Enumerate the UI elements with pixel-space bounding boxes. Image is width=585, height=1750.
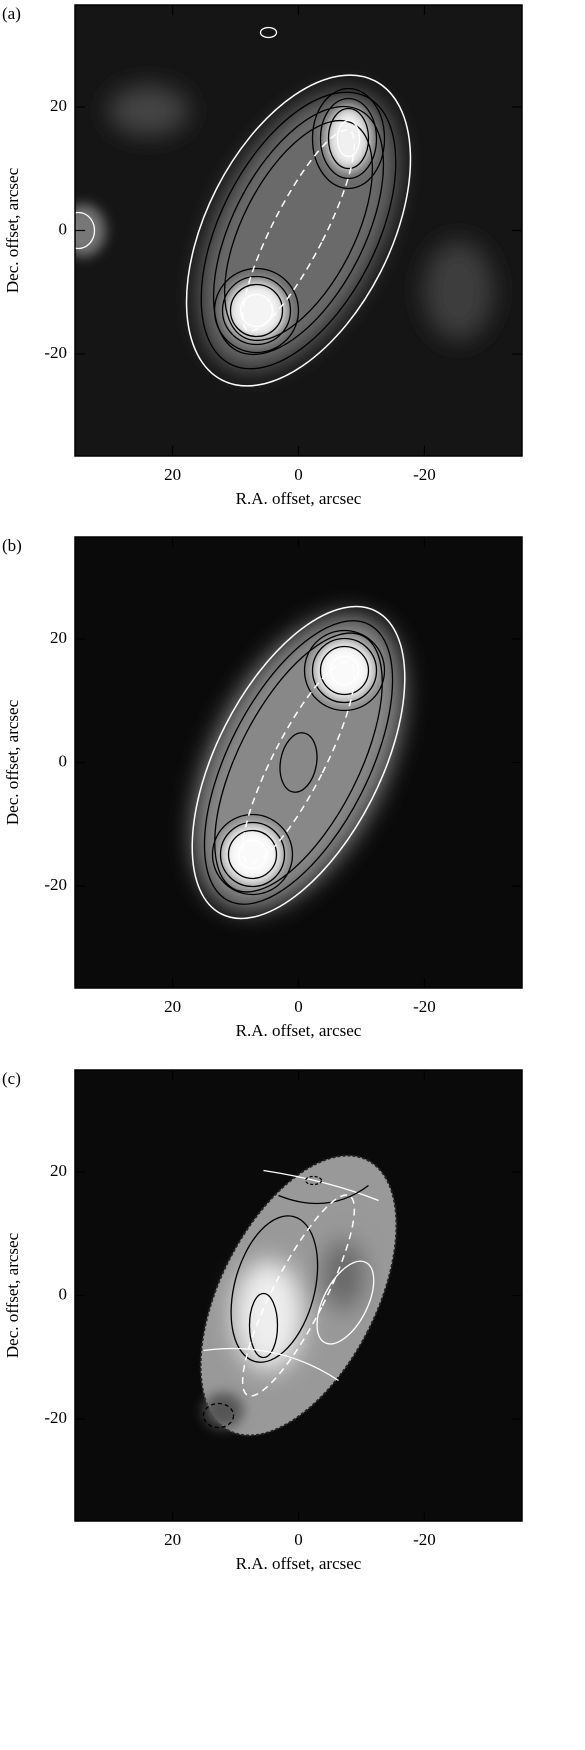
bright-region xyxy=(233,1260,304,1371)
contour xyxy=(212,105,385,356)
contour xyxy=(336,119,361,158)
x-axis-label: R.A. offset, arcsec xyxy=(236,489,362,508)
panel xyxy=(75,5,522,456)
y-tick-label: -20 xyxy=(44,875,67,894)
x-axis-label: R.A. offset, arcsec xyxy=(236,1021,362,1040)
contour xyxy=(259,26,278,39)
panel-label: (a) xyxy=(2,4,21,23)
contour xyxy=(319,97,378,180)
contour xyxy=(185,74,412,387)
contour xyxy=(248,1292,279,1359)
contour xyxy=(202,1402,235,1429)
contour xyxy=(203,1347,339,1382)
dark-region xyxy=(203,1392,244,1429)
contour xyxy=(263,1169,379,1202)
panel xyxy=(75,1070,522,1521)
x-tick-label: 0 xyxy=(294,1530,303,1549)
panel-label: (c) xyxy=(2,1069,21,1088)
x-tick-label: 20 xyxy=(164,465,181,484)
y-tick-label: 20 xyxy=(50,628,67,647)
contour xyxy=(304,1175,323,1186)
contour xyxy=(311,637,378,704)
patch xyxy=(108,85,189,136)
x-tick-label: -20 xyxy=(413,1530,436,1549)
peak xyxy=(326,106,371,171)
contour xyxy=(319,645,370,696)
contour xyxy=(329,655,360,686)
contour xyxy=(279,732,318,793)
contour xyxy=(191,605,406,920)
y-axis-label: Dec. offset, arcsec xyxy=(3,1232,22,1358)
peak xyxy=(222,824,283,885)
image xyxy=(75,26,494,387)
contour xyxy=(229,283,284,338)
contour xyxy=(230,1215,319,1363)
patch xyxy=(75,204,106,257)
y-axis-label: Dec. offset, arcsec xyxy=(3,167,22,293)
y-tick-label: 0 xyxy=(59,219,68,238)
contour xyxy=(223,119,374,342)
peak xyxy=(314,640,375,701)
x-tick-label: 0 xyxy=(294,997,303,1016)
x-tick-label: 20 xyxy=(164,997,181,1016)
contour xyxy=(214,632,383,893)
y-tick-label: 20 xyxy=(50,1161,67,1180)
contour xyxy=(221,275,292,346)
y-tick-label: -20 xyxy=(44,1408,67,1427)
contour xyxy=(239,293,274,328)
patch xyxy=(423,240,494,341)
contour xyxy=(316,1260,375,1345)
y-tick-label: 0 xyxy=(59,751,68,770)
x-tick-label: -20 xyxy=(413,997,436,1016)
contour xyxy=(211,813,294,896)
contour xyxy=(219,821,286,888)
contour xyxy=(327,107,370,170)
contour xyxy=(75,211,96,250)
image xyxy=(191,605,406,920)
contour xyxy=(227,829,278,880)
y-axis-label: Dec. offset, arcsec xyxy=(3,699,22,825)
contour xyxy=(278,1184,369,1205)
contour xyxy=(213,267,300,354)
x-tick-label: 20 xyxy=(164,1530,181,1549)
panel xyxy=(75,537,522,988)
image xyxy=(199,1154,398,1437)
y-tick-label: -20 xyxy=(44,343,67,362)
y-tick-label: 20 xyxy=(50,96,67,115)
ring-model xyxy=(241,661,356,864)
y-tick-label: 0 xyxy=(59,1284,68,1303)
peak xyxy=(226,280,287,341)
ring-model xyxy=(241,129,356,332)
contour xyxy=(203,620,394,905)
x-tick-label: -20 xyxy=(413,465,436,484)
contour xyxy=(303,629,386,712)
dark-region xyxy=(323,1240,364,1311)
panel-label: (b) xyxy=(2,536,22,555)
x-tick-label: 0 xyxy=(294,465,303,484)
contour xyxy=(311,87,386,190)
x-axis-label: R.A. offset, arcsec xyxy=(236,1554,362,1573)
